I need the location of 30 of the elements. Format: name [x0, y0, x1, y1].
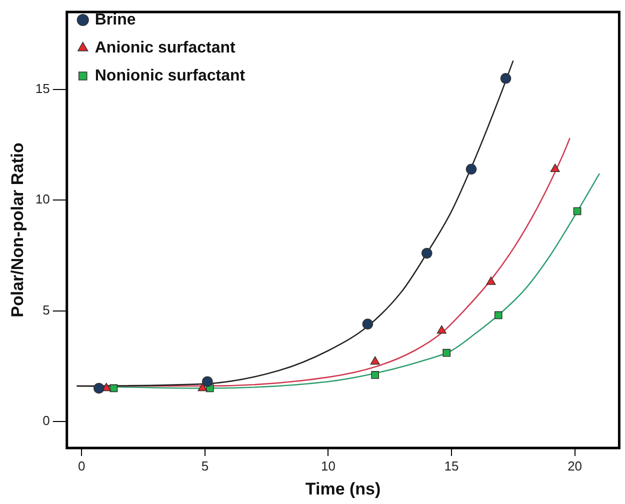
- point: [110, 384, 118, 392]
- point: [198, 382, 208, 392]
- point: [202, 376, 213, 388]
- point: [362, 318, 374, 330]
- point: [494, 311, 502, 320]
- legend-label: Brine: [94, 11, 136, 28]
- x-tick-label: 15: [444, 458, 459, 474]
- x-tick-label: 20: [568, 458, 582, 474]
- x-tick-label: 5: [201, 458, 209, 474]
- x-axis-title: Time (ns): [305, 479, 381, 498]
- y-tick-label: 15: [35, 81, 50, 96]
- legend-label: Anionic surfactant: [94, 39, 236, 56]
- point: [436, 325, 446, 334]
- point: [573, 207, 582, 216]
- point: [421, 248, 432, 259]
- point: [486, 276, 496, 285]
- x-tick-label: 0: [78, 458, 86, 474]
- point: [442, 348, 451, 357]
- y-tick-label: 0: [42, 413, 50, 428]
- point: [94, 382, 104, 394]
- point: [466, 164, 477, 175]
- y-tick-label: 5: [42, 302, 50, 318]
- point: [370, 356, 380, 365]
- y-tick-label: 10: [35, 192, 50, 207]
- point: [371, 371, 380, 379]
- point: [550, 164, 560, 172]
- point: [500, 72, 512, 84]
- legend-label: Nonionic surfactant: [94, 67, 246, 84]
- y-axis-title: Polar/Non-polar Ratio: [8, 142, 27, 318]
- x-tick-label: 10: [321, 458, 336, 474]
